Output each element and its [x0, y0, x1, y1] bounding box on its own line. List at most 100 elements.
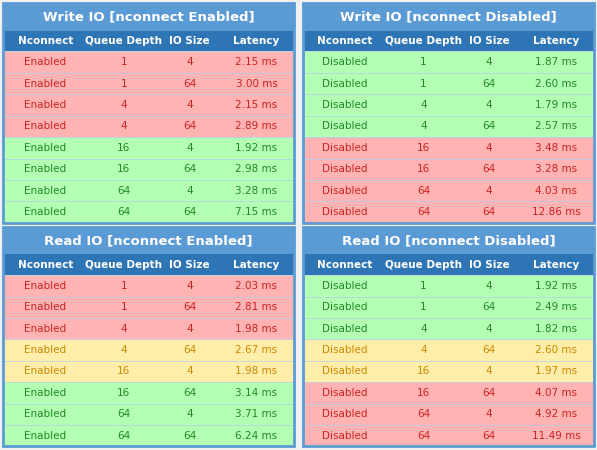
Text: 1: 1: [121, 57, 127, 67]
Text: IO Size: IO Size: [469, 36, 509, 46]
Text: 1.79 ms: 1.79 ms: [535, 100, 577, 110]
Text: Enabled: Enabled: [24, 302, 66, 312]
Text: 64: 64: [482, 388, 496, 398]
Text: 3.28 ms: 3.28 ms: [535, 164, 577, 174]
Text: Disabled: Disabled: [322, 366, 368, 377]
Text: 7.15 ms: 7.15 ms: [235, 207, 278, 217]
Text: 4: 4: [186, 143, 193, 153]
Text: 2.98 ms: 2.98 ms: [235, 164, 278, 174]
Text: 64: 64: [183, 431, 196, 441]
FancyBboxPatch shape: [303, 137, 594, 158]
Text: IO Size: IO Size: [169, 36, 210, 46]
Text: Latency: Latency: [533, 260, 579, 270]
Text: 6.24 ms: 6.24 ms: [235, 431, 278, 441]
Text: Queue Depth: Queue Depth: [385, 36, 462, 46]
FancyBboxPatch shape: [303, 94, 594, 116]
FancyBboxPatch shape: [3, 180, 294, 201]
Text: Enabled: Enabled: [24, 79, 66, 89]
FancyBboxPatch shape: [303, 158, 594, 180]
FancyBboxPatch shape: [3, 137, 294, 158]
Text: Disabled: Disabled: [322, 410, 368, 419]
Text: Disabled: Disabled: [322, 388, 368, 398]
Text: 2.81 ms: 2.81 ms: [235, 302, 278, 312]
Text: Read IO [nconnect Enabled]: Read IO [nconnect Enabled]: [44, 234, 253, 247]
FancyBboxPatch shape: [3, 382, 294, 404]
FancyBboxPatch shape: [3, 254, 294, 275]
Text: 64: 64: [417, 186, 430, 196]
Text: 16: 16: [117, 164, 131, 174]
FancyBboxPatch shape: [303, 201, 594, 223]
Text: 64: 64: [482, 302, 496, 312]
Text: 1.87 ms: 1.87 ms: [535, 57, 577, 67]
Text: 1: 1: [420, 281, 427, 291]
Text: 16: 16: [417, 143, 430, 153]
Text: Enabled: Enabled: [24, 366, 66, 377]
Text: Enabled: Enabled: [24, 431, 66, 441]
Text: 4: 4: [486, 57, 493, 67]
Text: Disabled: Disabled: [322, 281, 368, 291]
Text: Read IO [nconnect Disabled]: Read IO [nconnect Disabled]: [341, 234, 555, 247]
Text: 1: 1: [121, 281, 127, 291]
Text: 1.98 ms: 1.98 ms: [235, 324, 278, 333]
FancyBboxPatch shape: [303, 361, 594, 382]
Text: 64: 64: [482, 164, 496, 174]
Text: 4: 4: [486, 324, 493, 333]
Text: 1.82 ms: 1.82 ms: [535, 324, 577, 333]
Text: 3.28 ms: 3.28 ms: [235, 186, 278, 196]
Text: 64: 64: [183, 122, 196, 131]
Text: 64: 64: [482, 79, 496, 89]
Text: 64: 64: [117, 410, 131, 419]
FancyBboxPatch shape: [3, 201, 294, 223]
Text: 2.15 ms: 2.15 ms: [235, 100, 278, 110]
FancyBboxPatch shape: [3, 31, 294, 51]
Text: 1.97 ms: 1.97 ms: [535, 366, 577, 377]
FancyBboxPatch shape: [3, 275, 294, 297]
Text: Nconnect: Nconnect: [317, 36, 373, 46]
Text: 4: 4: [420, 324, 427, 333]
Text: 16: 16: [417, 164, 430, 174]
Text: 3.00 ms: 3.00 ms: [235, 79, 278, 89]
FancyBboxPatch shape: [3, 51, 294, 73]
Text: Enabled: Enabled: [24, 164, 66, 174]
Text: Write IO [nconnect Enabled]: Write IO [nconnect Enabled]: [43, 10, 254, 23]
FancyBboxPatch shape: [303, 116, 594, 137]
Text: 1.98 ms: 1.98 ms: [235, 366, 278, 377]
Text: 64: 64: [183, 345, 196, 355]
Text: IO Size: IO Size: [469, 260, 509, 270]
Text: Enabled: Enabled: [24, 388, 66, 398]
Text: 16: 16: [417, 366, 430, 377]
Text: Enabled: Enabled: [24, 57, 66, 67]
Text: 1.92 ms: 1.92 ms: [535, 281, 577, 291]
Text: 16: 16: [117, 366, 131, 377]
Text: 64: 64: [117, 431, 131, 441]
Text: 4: 4: [121, 100, 127, 110]
Text: 2.60 ms: 2.60 ms: [535, 79, 577, 89]
Text: 4: 4: [186, 366, 193, 377]
FancyBboxPatch shape: [3, 3, 294, 31]
Text: Disabled: Disabled: [322, 143, 368, 153]
Text: 2.15 ms: 2.15 ms: [235, 57, 278, 67]
Text: 64: 64: [183, 388, 196, 398]
Text: 4: 4: [186, 324, 193, 333]
Text: Enabled: Enabled: [24, 324, 66, 333]
Text: 4: 4: [121, 345, 127, 355]
Text: Disabled: Disabled: [322, 57, 368, 67]
Text: Write IO [nconnect Disabled]: Write IO [nconnect Disabled]: [340, 10, 557, 23]
FancyBboxPatch shape: [303, 318, 594, 339]
Text: 16: 16: [117, 388, 131, 398]
Text: 64: 64: [117, 186, 131, 196]
FancyBboxPatch shape: [3, 318, 294, 339]
Text: 64: 64: [183, 79, 196, 89]
Text: 1: 1: [420, 302, 427, 312]
Text: Nconnect: Nconnect: [317, 260, 373, 270]
Text: Disabled: Disabled: [322, 79, 368, 89]
FancyBboxPatch shape: [303, 425, 594, 446]
Text: Queue Depth: Queue Depth: [385, 260, 462, 270]
FancyBboxPatch shape: [303, 404, 594, 425]
Text: 1: 1: [420, 79, 427, 89]
Text: 2.49 ms: 2.49 ms: [535, 302, 577, 312]
Text: 3.14 ms: 3.14 ms: [235, 388, 278, 398]
Text: 2.67 ms: 2.67 ms: [235, 345, 278, 355]
Text: Disabled: Disabled: [322, 345, 368, 355]
Text: 64: 64: [183, 207, 196, 217]
